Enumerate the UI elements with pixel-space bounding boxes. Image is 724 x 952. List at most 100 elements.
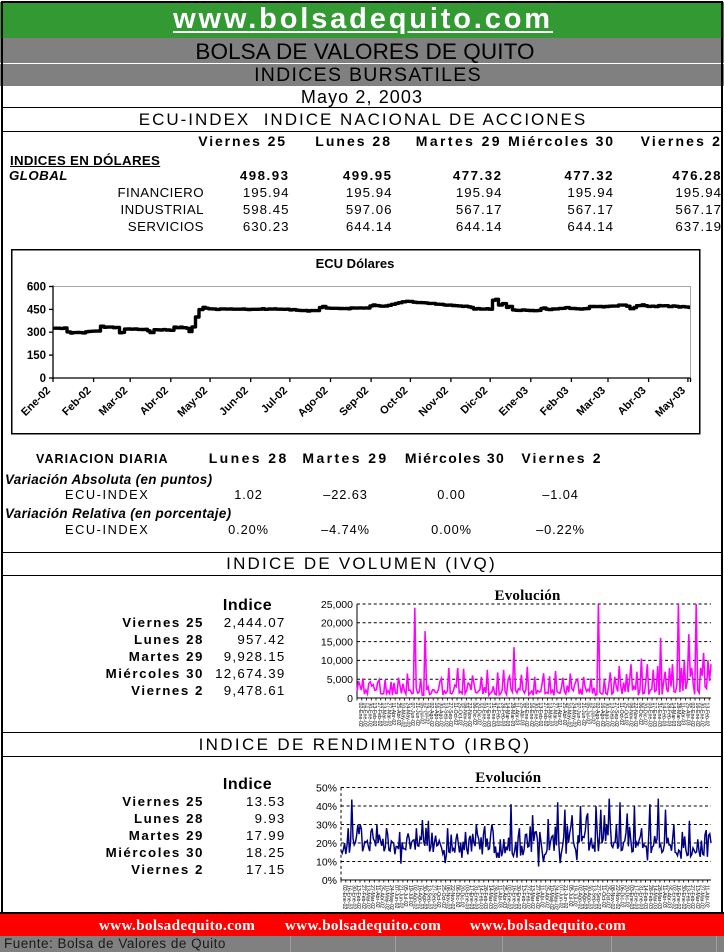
svg-text:25-Oct-02: 25-Oct-02 [457,703,463,726]
svg-text:20-Dic-02: 20-Dic-02 [459,885,465,908]
svg-text:14-Mar-03: 14-Mar-03 [652,885,658,909]
svg-text:20-Dic-02: 20-Dic-02 [476,703,482,726]
svg-text:24-May-02: 24-May-02 [404,703,410,728]
svg-text:03-Ene-03: 03-Ene-03 [480,703,486,727]
svg-text:24-May-02: 24-May-02 [570,703,576,728]
svg-text:10-May-02: 10-May-02 [566,703,572,728]
svg-text:27-Feb-02: 27-Feb-02 [525,885,531,909]
svg-text:13-Mar-02: 13-Mar-02 [694,885,700,909]
svg-text:14-Mar-03: 14-Mar-03 [670,703,676,727]
svg-text:28-Mar-03: 28-Mar-03 [509,703,515,727]
svg-text:28-Feb-03: 28-Feb-03 [499,703,505,727]
svg-text:25-Abr-02: 25-Abr-02 [379,885,385,908]
svg-text:0%: 0% [322,875,337,887]
svg-text:13-Feb-02: 13-Feb-02 [703,703,709,727]
svg-text:27-Feb-02: 27-Feb-02 [376,703,382,727]
svg-text:16-Ene-02: 16-Ene-02 [694,703,700,727]
svg-text:11-Abr-03: 11-Abr-03 [661,885,667,908]
svg-text:28-Mar-03: 28-Mar-03 [656,885,662,909]
svg-text:30-Ene-02: 30-Ene-02 [367,703,373,727]
svg-text:07-Jun-02: 07-Jun-02 [409,703,415,726]
svg-text:Abr-02: Abr-02 [138,385,171,418]
svg-text:30%: 30% [316,819,337,831]
svg-text:0: 0 [347,693,353,705]
svg-text:11-Abr-03: 11-Abr-03 [496,885,502,908]
svg-text:May-03: May-03 [653,385,688,420]
svg-text:24-May-02: 24-May-02 [553,885,559,910]
svg-text:14-Mar-03: 14-Mar-03 [504,703,510,727]
svg-text:Ene-03: Ene-03 [497,385,531,419]
svg-text:16-Ene-02: 16-Ene-02 [528,703,534,727]
svg-text:Ago-02: Ago-02 [296,385,331,420]
svg-text:16-Ago-02: 16-Ago-02 [599,703,605,727]
svg-text:13-Feb-02: 13-Feb-02 [537,703,543,727]
svg-text:13-Sep-02: 13-Sep-02 [426,885,432,909]
svg-text:19-Jul-02: 19-Jul-02 [423,703,429,725]
svg-text:28-Mar-03: 28-Mar-03 [675,703,681,727]
svg-text:02-Ene-02: 02-Ene-02 [670,885,676,909]
svg-text:16-Ene-02: 16-Ene-02 [510,885,516,909]
svg-text:06-Dic-02: 06-Dic-02 [637,703,643,726]
svg-text:20-Dic-02: 20-Dic-02 [642,703,648,726]
svg-text:14-Feb-03: 14-Feb-03 [477,885,483,909]
svg-text:22-Nov-02: 22-Nov-02 [632,703,638,727]
svg-text:25-Oct-02: 25-Oct-02 [605,885,611,908]
svg-text:25-Oct-02: 25-Oct-02 [623,703,629,726]
svg-text:14-Feb-03: 14-Feb-03 [661,703,667,727]
svg-text:14-Feb-03: 14-Feb-03 [495,703,501,727]
svg-text:40%: 40% [316,801,337,813]
svg-text:Mar-02: Mar-02 [97,385,131,419]
svg-text:05-Jul-02: 05-Jul-02 [585,703,591,725]
svg-text:02-Ene-02: 02-Ene-02 [357,703,363,727]
svg-text:03-Ene-03: 03-Ene-03 [646,703,652,727]
svg-text:11-Abr-02: 11-Abr-02 [539,885,545,908]
svg-text:27-Mar-02: 27-Mar-02 [369,885,375,909]
svg-text:06-Dic-02: 06-Dic-02 [454,885,460,908]
svg-text:03-Ene-03: 03-Ene-03 [463,885,469,909]
svg-text:27-Sep-02: 27-Sep-02 [430,885,436,909]
svg-text:15,000: 15,000 [321,636,353,648]
svg-text:11-Oct-02: 11-Oct-02 [618,703,624,726]
svg-text:20%: 20% [316,838,337,850]
svg-text:10%: 10% [316,856,337,868]
svg-text:16-Ene-02: 16-Ene-02 [346,885,352,909]
svg-text:Feb-02: Feb-02 [60,385,94,419]
svg-text:600: 600 [27,282,46,294]
svg-text:20,000: 20,000 [321,618,353,630]
svg-text:05-Jul-02: 05-Jul-02 [567,885,573,907]
svg-text:22-Nov-02: 22-Nov-02 [449,885,455,909]
svg-text:450: 450 [27,304,46,316]
svg-text:13-Sep-02: 13-Sep-02 [608,703,614,727]
svg-text:31-Ene-03: 31-Ene-03 [656,703,662,727]
svg-text:22-Nov-02: 22-Nov-02 [614,885,620,909]
svg-text:11-Abr-02: 11-Abr-02 [556,703,562,726]
svg-text:13-Feb-02: 13-Feb-02 [371,703,377,727]
svg-text:13-Mar-02: 13-Mar-02 [529,885,535,909]
svg-text:Abr-03: Abr-03 [616,385,649,418]
svg-text:08-Nov-02: 08-Nov-02 [445,885,451,909]
svg-text:17-Ene-03: 17-Ene-03 [633,885,639,909]
svg-text:30-Ene-02: 30-Ene-02 [699,703,705,727]
svg-text:02-Ene-02: 02-Ene-02 [689,703,695,727]
svg-text:25-Abr-03: 25-Abr-03 [518,703,524,726]
svg-text:30-Ago-02: 30-Ago-02 [421,885,427,909]
svg-text:ECU Dólares: ECU Dólares [316,256,395,271]
svg-text:19-Jul-02: 19-Jul-02 [572,885,578,907]
svg-text:May-02: May-02 [175,385,210,420]
svg-text:02-Ene-02: 02-Ene-02 [341,885,347,909]
svg-text:08-Nov-02: 08-Nov-02 [627,703,633,727]
svg-text:06-Dic-02: 06-Dic-02 [471,703,477,726]
svg-text:11-Oct-02: 11-Oct-02 [435,885,441,908]
svg-text:07-Jun-02: 07-Jun-02 [393,885,399,908]
svg-text:27-Mar-02: 27-Mar-02 [386,703,392,727]
svg-text:Oct-02: Oct-02 [378,385,411,418]
svg-text:27-Sep-02: 27-Sep-02 [613,703,619,727]
svg-text:30-Ene-02: 30-Ene-02 [533,703,539,727]
svg-text:02-Ago-02: 02-Ago-02 [412,885,418,909]
svg-text:21-Jun-02: 21-Jun-02 [398,885,404,908]
svg-text:30-Ago-02: 30-Ago-02 [604,703,610,727]
svg-text:31-Ene-03: 31-Ene-03 [490,703,496,727]
svg-text:27-Mar-02: 27-Mar-02 [699,885,705,909]
svg-text:10-May-02: 10-May-02 [400,703,406,728]
svg-text:28-Feb-03: 28-Feb-03 [665,703,671,727]
